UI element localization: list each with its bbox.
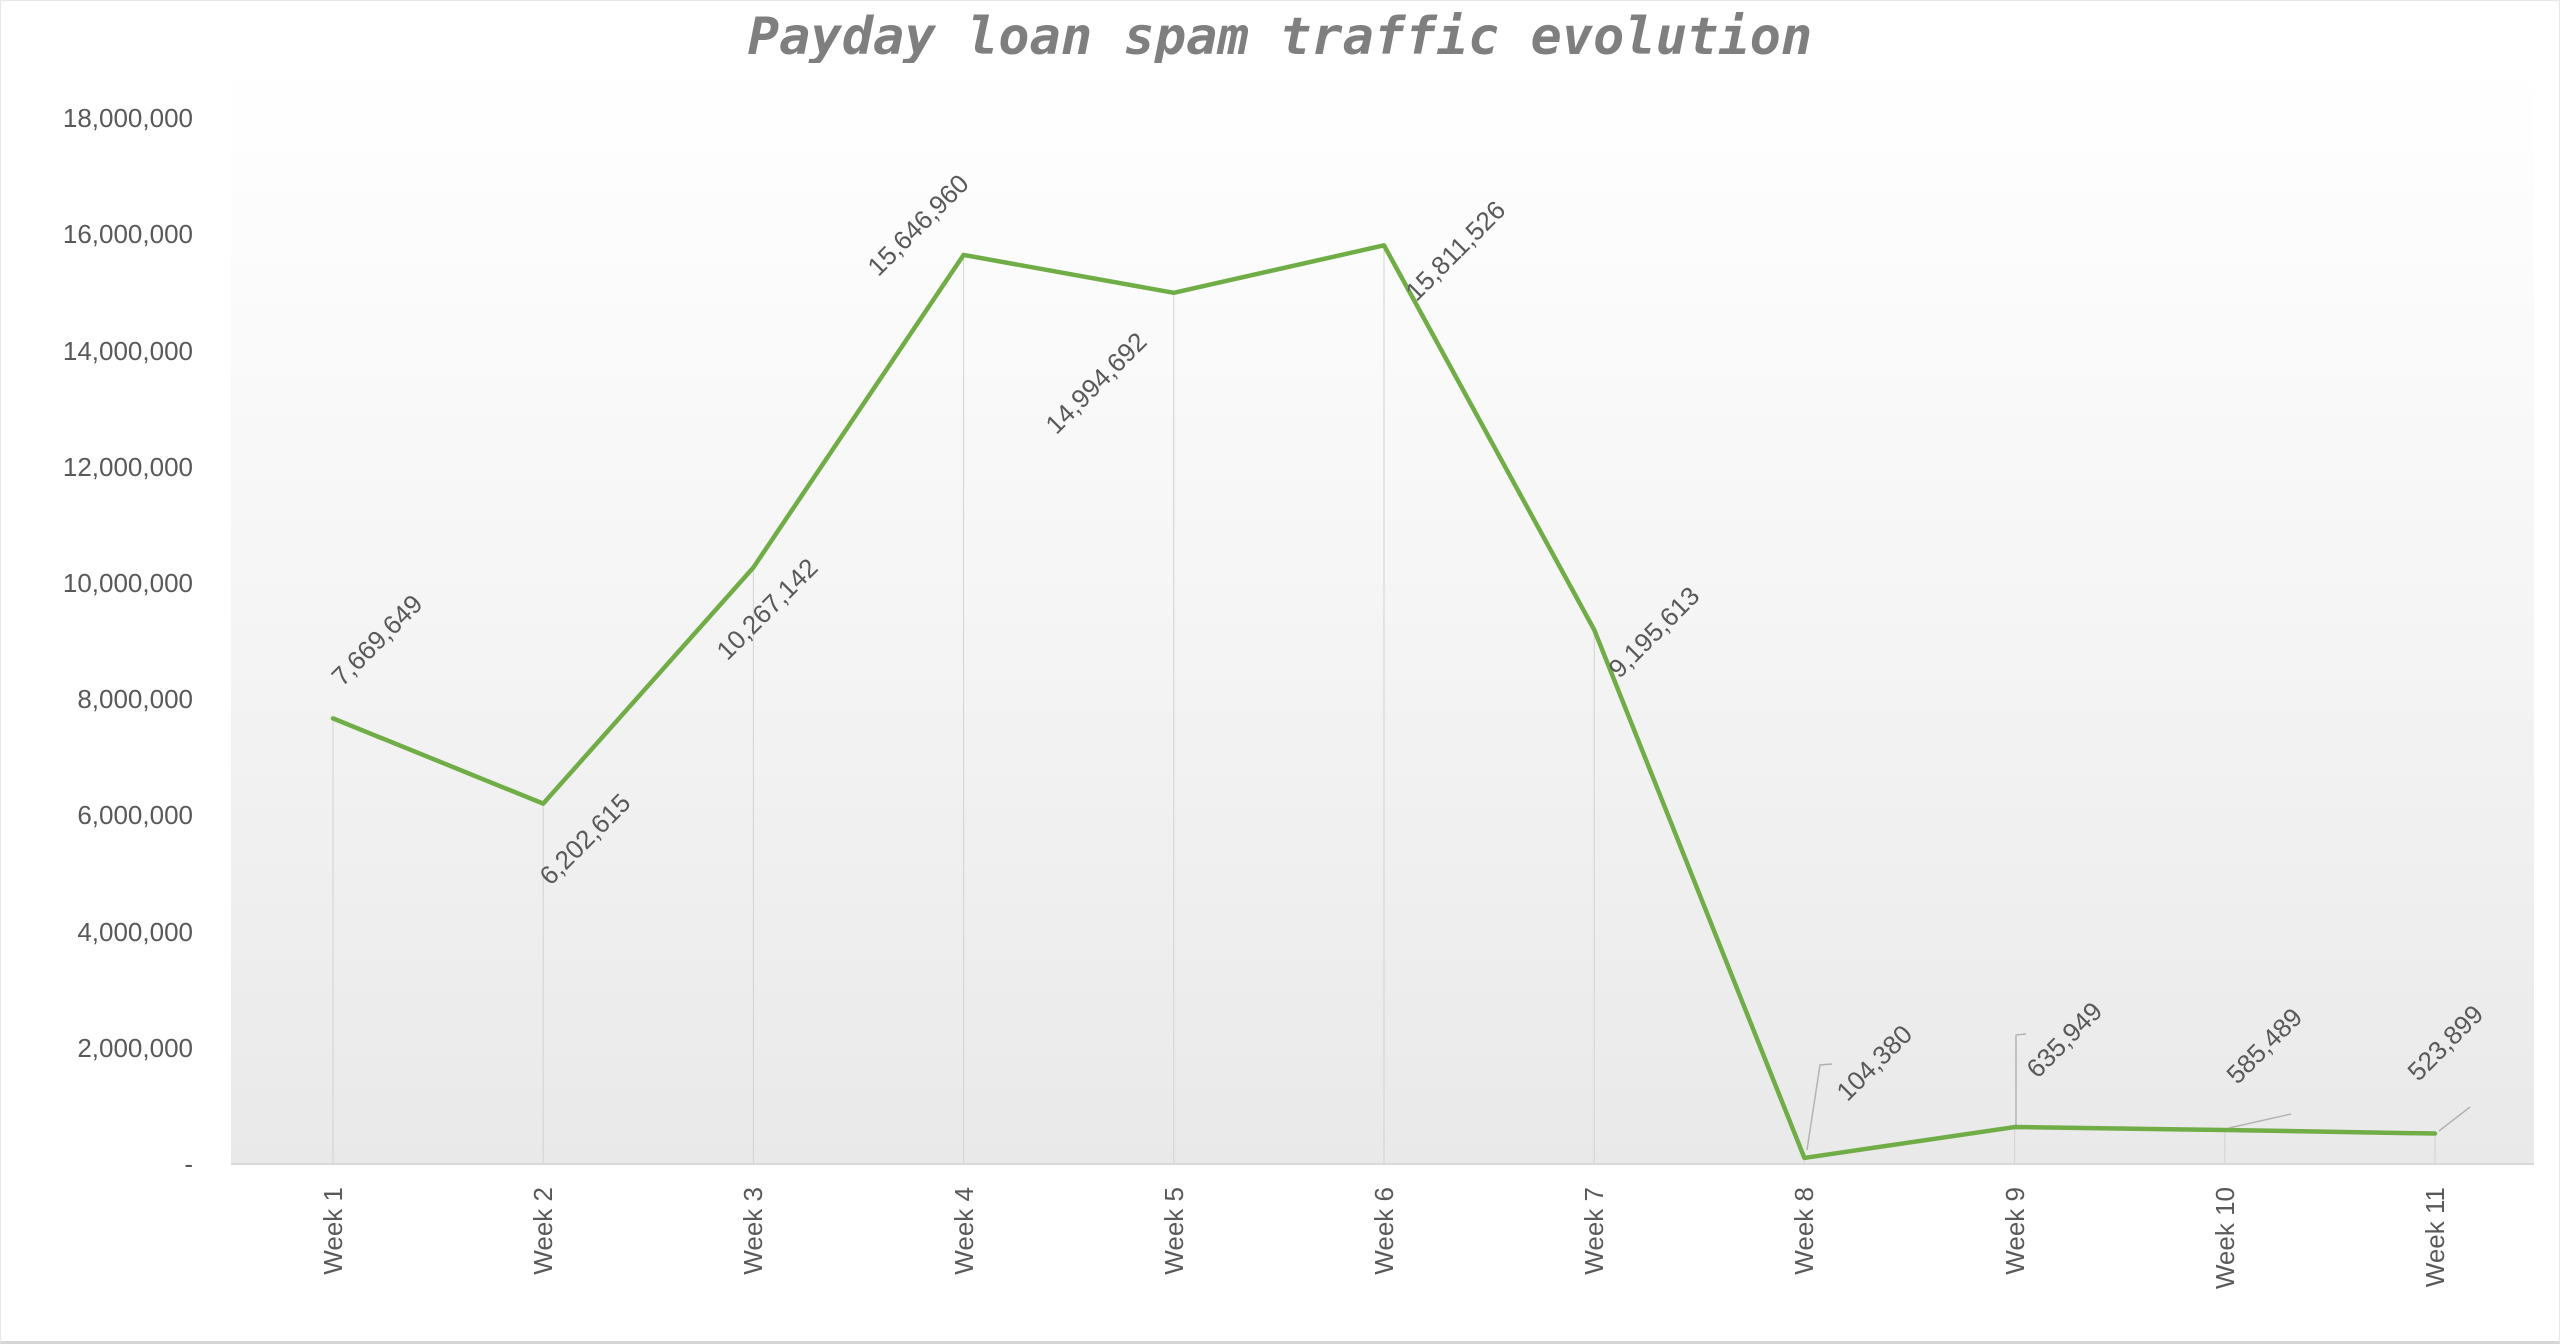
y-axis-label: 2,000,000 [77, 1032, 193, 1063]
x-axis-label: Week 6 [1369, 1187, 1399, 1275]
y-axis-label: - [184, 1149, 193, 1179]
leader-line [2438, 1106, 2471, 1132]
chart-title: Payday loan spam traffic evolution [747, 7, 1813, 67]
x-axis-label: Week 9 [1999, 1187, 2030, 1275]
y-axis-label: 18,000,000 [62, 103, 193, 134]
y-axis-label: 6,000,000 [77, 800, 193, 831]
x-axis-label: Week 1 [318, 1187, 348, 1275]
y-axis-label: 14,000,000 [62, 335, 193, 366]
x-axis-label: Week 5 [1158, 1187, 1189, 1275]
x-axis-label: Week 2 [528, 1187, 559, 1275]
y-axis-label: 8,000,000 [77, 684, 193, 715]
x-axis-label: Week 10 [2209, 1187, 2240, 1290]
y-axis-label: 10,000,000 [62, 568, 193, 598]
x-axis-label: Week 4 [948, 1187, 979, 1275]
leader-line [1806, 1063, 1833, 1151]
x-axis-label: Week 11 [2420, 1187, 2450, 1288]
x-axis-label: Week 8 [1789, 1187, 1820, 1275]
x-axis-label: Week 7 [1579, 1187, 1610, 1275]
series-line [330, 243, 2438, 1161]
y-axis-label: 12,000,000 [62, 451, 193, 482]
leader-line [2015, 1033, 2027, 1125]
y-axis-label: 16,000,000 [62, 219, 193, 250]
leader-line [2228, 1113, 2292, 1129]
y-axis-label: 4,000,000 [77, 916, 193, 947]
x-axis-label: Week 3 [738, 1187, 769, 1275]
